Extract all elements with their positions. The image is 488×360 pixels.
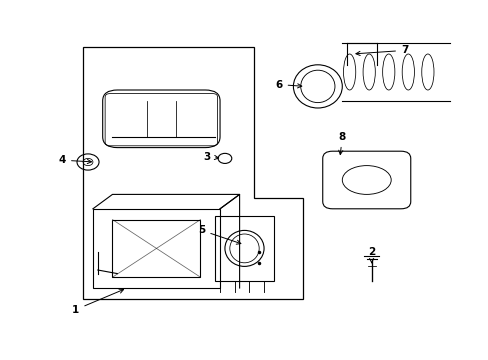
Text: 8: 8 xyxy=(338,132,345,154)
Text: 2: 2 xyxy=(367,247,374,263)
Text: 3: 3 xyxy=(203,152,218,162)
Text: 5: 5 xyxy=(198,225,241,244)
Text: 4: 4 xyxy=(59,155,91,165)
Text: 1: 1 xyxy=(72,289,123,315)
Text: 6: 6 xyxy=(275,80,301,90)
Text: 7: 7 xyxy=(355,45,407,55)
